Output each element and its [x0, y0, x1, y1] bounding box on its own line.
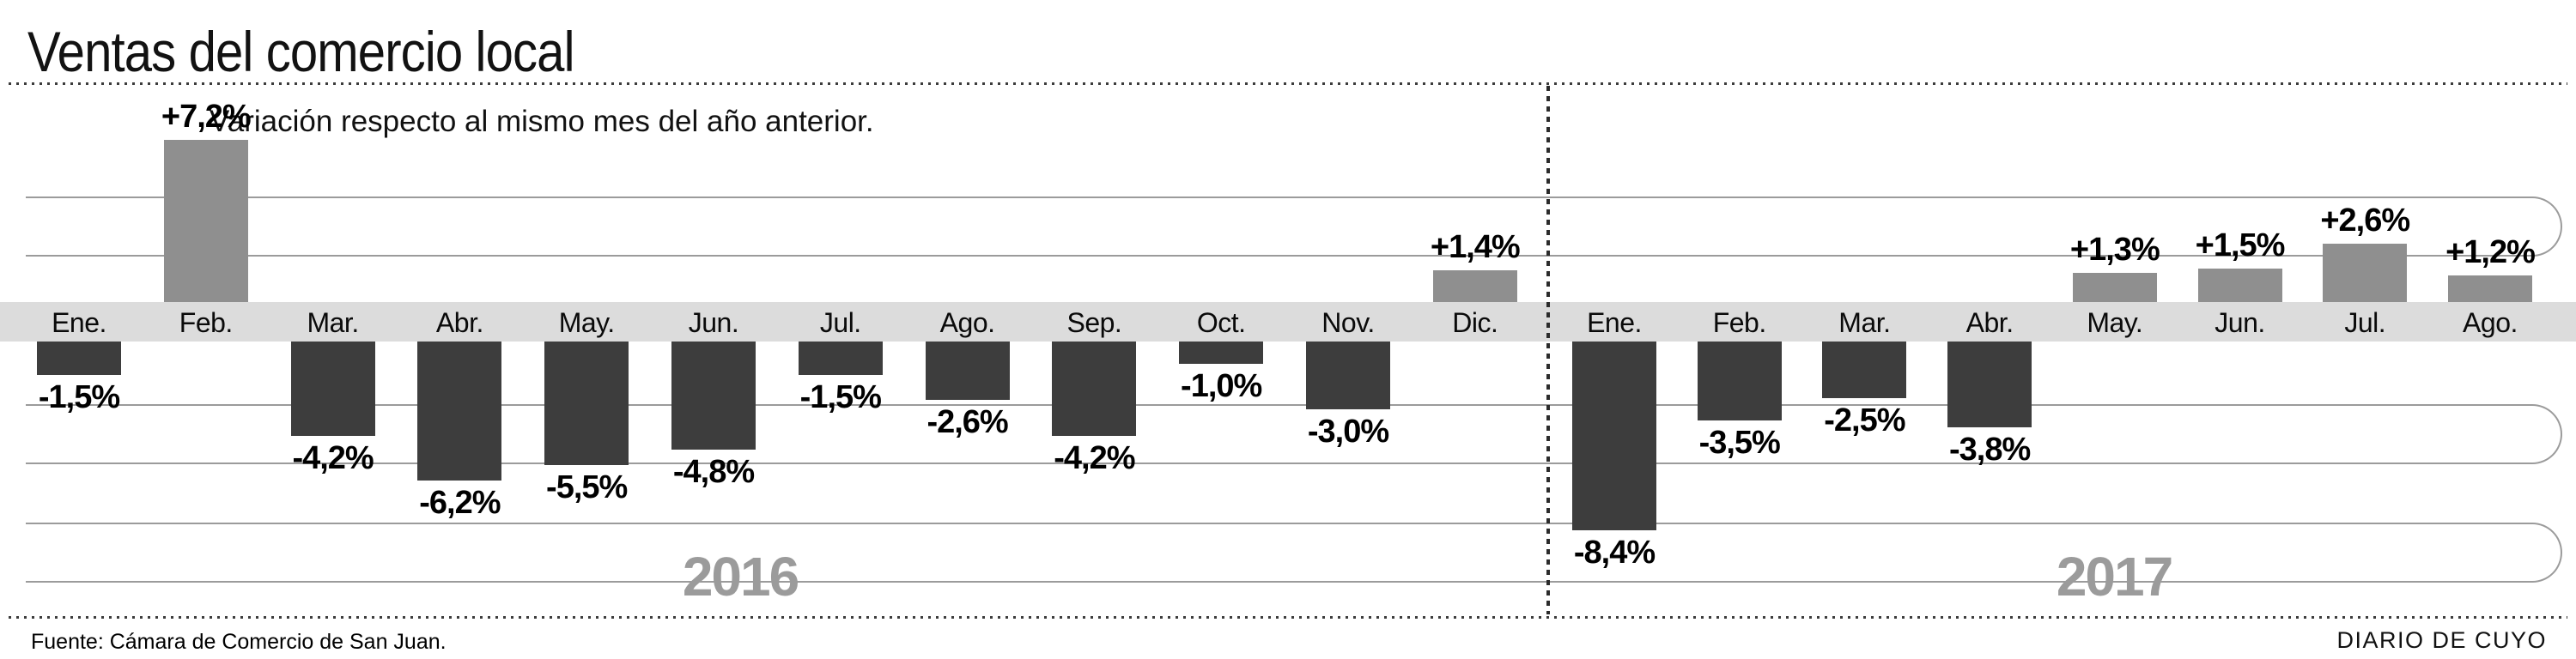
value-label-2017-abr: -3,8%: [1948, 431, 2031, 468]
value-label-2017-jul: +2,6%: [2320, 202, 2410, 239]
bar-2016-nov: [1306, 342, 1390, 409]
month-label-2016-mar: Mar.: [307, 307, 359, 338]
value-label-2017-feb: -3,5%: [1698, 424, 1781, 461]
bar-2016-abr: [417, 342, 502, 481]
month-label-2017-feb: Feb.: [1712, 307, 1767, 338]
bar-2016-jul: [798, 342, 883, 376]
value-label-2016-jul: -1,5%: [799, 379, 882, 416]
page-title: Ventas del comercio local: [27, 20, 574, 83]
bar-2017-mar: [1822, 342, 1907, 398]
month-label-2017-ene: Ene.: [1587, 307, 1642, 338]
month-label-2017-jul: Jul.: [2344, 307, 2386, 338]
bottom-dotted-rule: [9, 616, 2567, 619]
top-dotted-rule: [9, 82, 2567, 85]
value-label-2016-ene: -1,5%: [38, 379, 120, 416]
bar-2016-ene: [37, 342, 121, 376]
value-label-2016-feb: +7,2%: [161, 99, 252, 136]
bar-2017-ago: [2447, 275, 2532, 302]
month-axis-band: [0, 302, 2576, 342]
month-label-2016-jun: Jun.: [688, 307, 739, 338]
month-label-2016-abr: Abr.: [435, 307, 483, 338]
bar-2016-mar: [290, 342, 375, 437]
month-label-2016-feb: Feb.: [179, 307, 234, 338]
month-label-2016-ene: Ene.: [52, 307, 106, 338]
value-label-2017-mar: -2,5%: [1824, 402, 1905, 438]
month-label-2017-may: May.: [2087, 307, 2143, 338]
bar-2017-jun: [2197, 268, 2282, 302]
year-label-2017: 2017: [2056, 546, 2173, 608]
value-label-2017-ago: +1,2%: [2445, 233, 2536, 270]
month-label-2016-may: May.: [558, 307, 615, 338]
source-credit: Fuente: Cámara de Comercio de San Juan.: [31, 630, 447, 654]
value-label-2016-sep: -4,2%: [1054, 440, 1135, 477]
bar-2016-ago: [925, 342, 1010, 401]
value-label-2016-nov: -3,0%: [1307, 413, 1389, 450]
value-label-2016-abr: -6,2%: [419, 485, 501, 522]
month-label-2016-dic: Dic.: [1452, 307, 1498, 338]
bar-2016-dic: [1432, 270, 1517, 302]
publisher-credit: DIARIO DE CUYO: [2336, 627, 2547, 653]
value-label-2017-may: +1,3%: [2069, 231, 2160, 268]
bar-2017-abr: [1947, 342, 2032, 427]
bar-2016-jun: [671, 342, 756, 450]
value-label-2016-mar: -4,2%: [292, 440, 374, 477]
value-label-2016-ago: -2,6%: [927, 404, 1008, 441]
gridline-track-middle: [26, 404, 2562, 464]
month-label-2016-sep: Sep.: [1066, 307, 1122, 338]
bar-2016-may: [544, 342, 629, 466]
month-label-2016-ago: Ago.: [939, 307, 995, 338]
value-label-2017-ene: -8,4%: [1573, 535, 1656, 571]
value-label-2016-may: -5,5%: [546, 469, 628, 506]
bar-2017-may: [2072, 272, 2157, 302]
value-label-2016-oct: -1,0%: [1181, 368, 1262, 405]
bar-2017-feb: [1697, 342, 1782, 420]
month-label-2017-mar: Mar.: [1838, 307, 1891, 338]
bar-2016-oct: [1179, 342, 1264, 365]
gridline-track-upper: [26, 196, 2562, 257]
month-label-2017-abr: Abr.: [1965, 307, 2014, 338]
bar-2017-jul: [2323, 243, 2408, 302]
month-label-2016-nov: Nov.: [1321, 307, 1375, 338]
month-label-2016-jul: Jul.: [819, 307, 861, 338]
value-label-2017-jun: +1,5%: [2195, 227, 2286, 263]
year-label-2016: 2016: [682, 546, 799, 608]
value-label-2016-jun: -4,8%: [672, 453, 755, 490]
chart-subtitle: Variación respecto al mismo mes del año …: [210, 105, 874, 138]
month-label-2017-jun: Jun.: [2215, 307, 2265, 338]
month-label-2016-oct: Oct.: [1196, 307, 1246, 338]
month-label-2017-ago: Ago.: [2463, 307, 2518, 338]
gridline-track-lower: [26, 523, 2562, 583]
value-label-2016-dic: +1,4%: [1430, 229, 1521, 266]
bar-2016-sep: [1052, 342, 1137, 437]
bar-2016-feb: [163, 140, 248, 302]
bar-2017-ene: [1572, 342, 1656, 531]
year-divider-dotted-line: [1546, 86, 1550, 614]
